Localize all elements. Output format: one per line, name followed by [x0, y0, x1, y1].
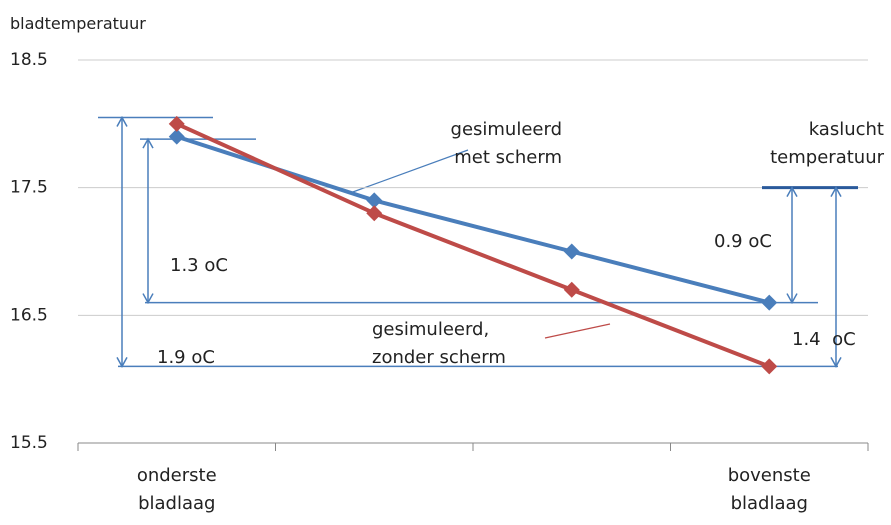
y-axis-title: bladtemperatuur [10, 14, 146, 33]
y-tick-label: 16.5 [10, 305, 48, 325]
marker [168, 115, 185, 132]
marker [563, 281, 580, 298]
marker [761, 294, 778, 311]
y-tick-label: 17.5 [10, 178, 48, 198]
legend-pointer [544, 323, 611, 339]
annotation: 1.4 oC [792, 329, 856, 350]
arrow-head [786, 186, 798, 305]
annotation: 0.9 oC [714, 231, 772, 252]
marker [366, 205, 383, 222]
annotation: kaslucht temperatuur [770, 119, 884, 168]
legend-pointer [349, 149, 469, 194]
series-label: gesimuleerd, zonder scherm [372, 319, 506, 368]
arrow-head [142, 137, 154, 305]
y-tick-label: 15.5 [10, 433, 48, 453]
arrow-head [116, 115, 128, 368]
x-tick-label: bovenste bladlaag [727, 465, 811, 514]
arrow-head [830, 186, 842, 368]
series-label: gesimuleerd met scherm [450, 119, 562, 168]
marker [761, 358, 778, 375]
x-tick-label: onderste bladlaag [136, 465, 217, 514]
marker [563, 243, 580, 260]
y-tick-label: 18.5 [10, 50, 48, 70]
marker [168, 128, 185, 145]
annotation: 1.9 oC [157, 347, 215, 368]
marker [366, 192, 383, 209]
series-line [175, 122, 770, 369]
annotation: 1.3 oC [170, 255, 228, 276]
